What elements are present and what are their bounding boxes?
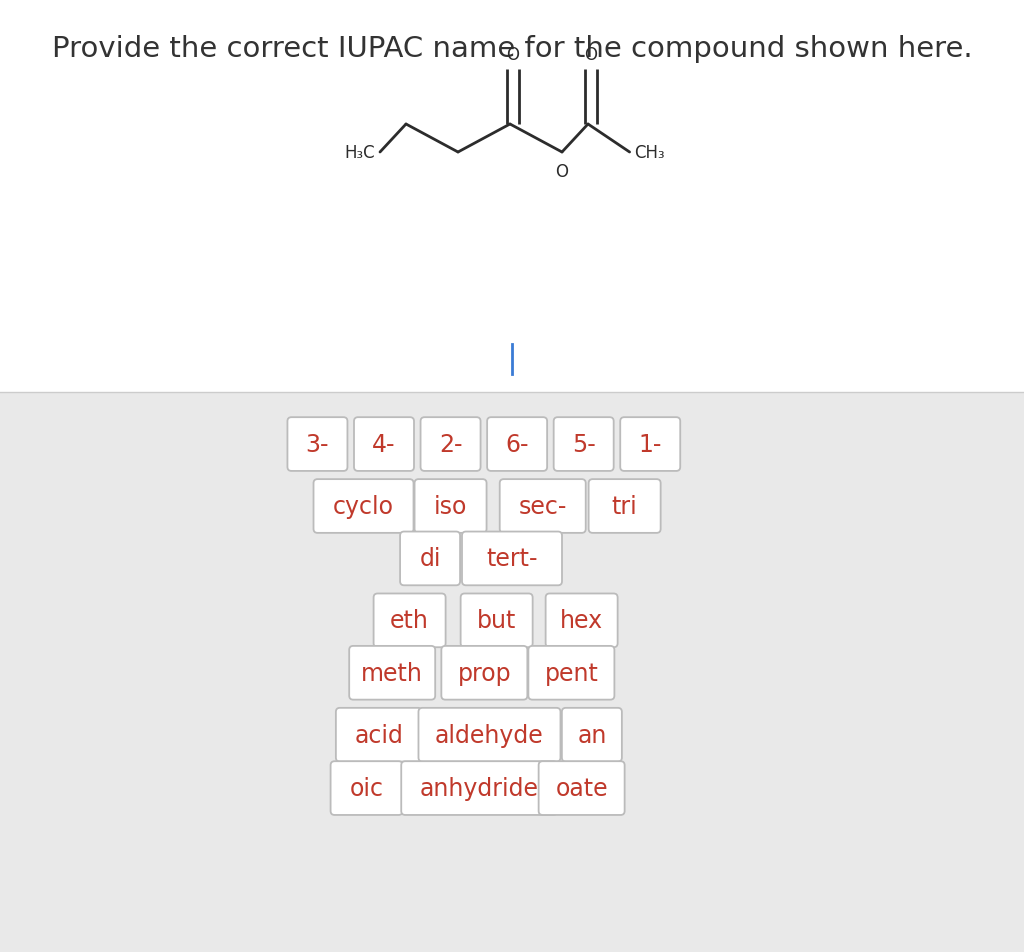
Text: meth: meth (361, 661, 423, 685)
Text: cyclo: cyclo (333, 494, 394, 519)
FancyBboxPatch shape (354, 418, 414, 471)
Text: H₃C: H₃C (344, 144, 375, 162)
FancyBboxPatch shape (419, 708, 560, 762)
Text: prop: prop (458, 661, 511, 685)
Text: aldehyde: aldehyde (435, 723, 544, 747)
Text: O: O (555, 163, 568, 181)
FancyBboxPatch shape (349, 646, 435, 700)
Text: 4-: 4- (373, 432, 395, 457)
Text: 6-: 6- (506, 432, 528, 457)
Text: eth: eth (390, 608, 429, 633)
FancyBboxPatch shape (441, 646, 527, 700)
FancyBboxPatch shape (589, 480, 660, 533)
FancyBboxPatch shape (539, 762, 625, 815)
FancyBboxPatch shape (621, 418, 680, 471)
FancyBboxPatch shape (421, 418, 480, 471)
Text: 1-: 1- (639, 432, 662, 457)
Text: O: O (507, 46, 519, 64)
Text: oate: oate (555, 776, 608, 801)
FancyBboxPatch shape (288, 418, 347, 471)
FancyBboxPatch shape (500, 480, 586, 533)
FancyBboxPatch shape (461, 594, 532, 647)
FancyBboxPatch shape (546, 594, 617, 647)
FancyBboxPatch shape (331, 762, 402, 815)
Text: iso: iso (434, 494, 467, 519)
FancyBboxPatch shape (313, 480, 414, 533)
Text: 5-: 5- (571, 432, 596, 457)
Text: O: O (585, 46, 597, 64)
Text: sec-: sec- (518, 494, 567, 519)
Text: acid: acid (354, 723, 403, 747)
Bar (0, 392, 1024, 952)
Text: anhydride: anhydride (420, 776, 539, 801)
Text: CH₃: CH₃ (635, 144, 666, 162)
Text: Provide the correct IUPAC name for the compound shown here.: Provide the correct IUPAC name for the c… (51, 35, 973, 63)
FancyBboxPatch shape (400, 532, 460, 585)
Text: 2-: 2- (439, 432, 462, 457)
FancyBboxPatch shape (554, 418, 613, 471)
FancyBboxPatch shape (562, 708, 622, 762)
Text: tri: tri (611, 494, 638, 519)
Text: an: an (578, 723, 606, 747)
FancyBboxPatch shape (374, 594, 445, 647)
Text: oic: oic (349, 776, 384, 801)
Text: pent: pent (545, 661, 598, 685)
FancyBboxPatch shape (462, 532, 562, 585)
Text: hex: hex (560, 608, 603, 633)
FancyBboxPatch shape (401, 762, 557, 815)
Text: di: di (420, 546, 440, 571)
FancyBboxPatch shape (487, 418, 547, 471)
Text: tert-: tert- (486, 546, 538, 571)
FancyBboxPatch shape (528, 646, 614, 700)
Text: 3-: 3- (306, 432, 329, 457)
FancyBboxPatch shape (336, 708, 422, 762)
FancyBboxPatch shape (415, 480, 486, 533)
Text: but: but (477, 608, 516, 633)
